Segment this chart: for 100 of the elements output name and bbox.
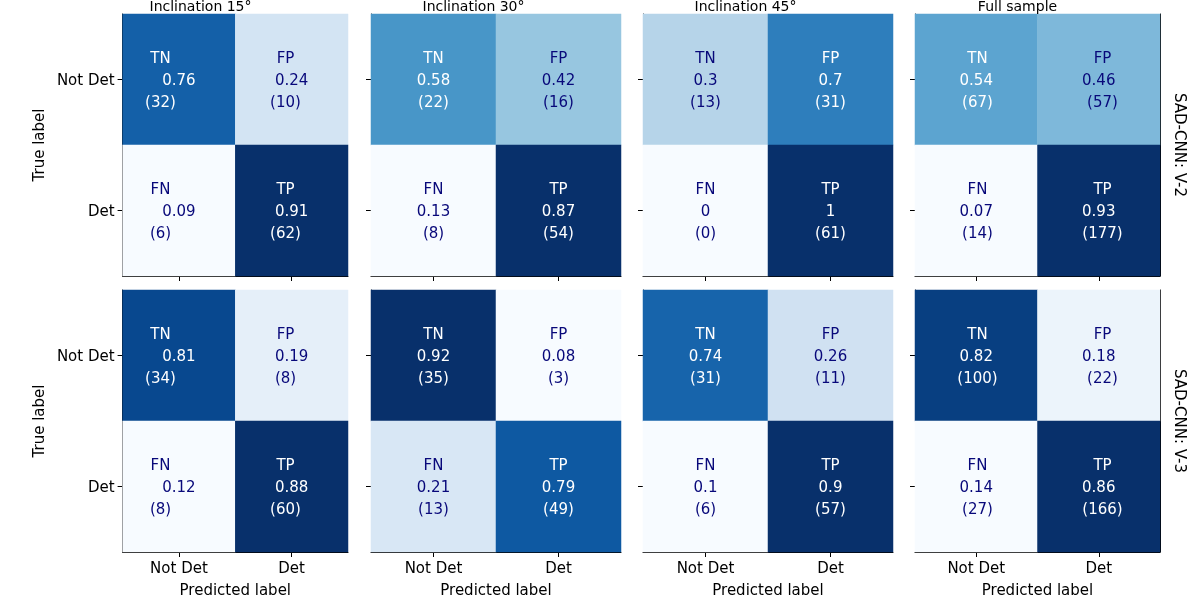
data-label: 0.3 (693, 70, 718, 89)
data-label: 0.14 (959, 477, 993, 496)
y-tick-label: Not Det (56, 70, 115, 89)
annotation: (60) (270, 499, 301, 518)
data-label: 0.81 (162, 346, 196, 365)
annotation: FN (695, 455, 716, 474)
data-label: 0.9 (818, 477, 843, 496)
annotation: (31) (690, 368, 721, 387)
annotation: TN (694, 48, 716, 67)
x-tick-label: Det (278, 558, 306, 577)
data-label: 0.21 (416, 477, 451, 496)
y2-axis-title: SAD-CNN: V-2 (1170, 92, 1189, 198)
annotation: (8) (149, 499, 172, 518)
data-label: 0.79 (541, 477, 576, 496)
data-label: 0.12 (162, 477, 196, 496)
data-label: 1 (825, 201, 836, 220)
data-label: 0.46 (1082, 70, 1116, 89)
annotation: (100) (957, 368, 998, 387)
annotation: TN (422, 324, 444, 343)
annotation: TN (149, 48, 171, 67)
data-label: 0.1 (693, 477, 718, 496)
annotation: FP (821, 324, 840, 343)
data-label: 0.07 (959, 201, 993, 220)
data-label: 0.13 (416, 201, 451, 220)
data-label: 0.26 (813, 346, 848, 365)
x-axis-title: Predicted label (712, 580, 824, 599)
x-tick-label: Not Det (676, 558, 735, 577)
data-label: 0.82 (959, 346, 993, 365)
y2-axis-title: SAD-CNN: V-3 (1170, 368, 1189, 474)
data-label: 0.92 (416, 346, 451, 365)
annotation: TN (966, 324, 988, 343)
annotation: TN (149, 324, 171, 343)
annotation: TP (820, 179, 840, 198)
annotation: FN (967, 179, 988, 198)
annotation: (8) (274, 368, 297, 387)
annotation: (10) (270, 92, 301, 111)
x-axis-title: Predicted label (440, 580, 552, 599)
y-tick-label: Not Det (56, 346, 115, 365)
data-label: 0.74 (688, 346, 723, 365)
data-label: 0.19 (274, 346, 309, 365)
annotation: TP (548, 455, 568, 474)
annotation: (177) (1082, 223, 1123, 242)
annotation: (57) (815, 499, 846, 518)
annotation: (57) (1087, 92, 1118, 111)
annotation: FP (1093, 48, 1112, 67)
annotation: (14) (962, 223, 993, 242)
annotation: (54) (543, 223, 574, 242)
annotation: (34) (145, 368, 176, 387)
annotation: FN (423, 455, 444, 474)
annotation: FP (821, 48, 840, 67)
annotation: TN (694, 324, 716, 343)
annotation: FN (695, 179, 716, 198)
annotation: (0) (694, 223, 717, 242)
data-label: 0.87 (541, 201, 576, 220)
annotation: FP (276, 324, 295, 343)
annotation: (22) (1087, 368, 1118, 387)
x-tick-label: Not Det (404, 558, 463, 577)
y-tick-label: Det (87, 201, 115, 220)
annotation: TP (1092, 179, 1112, 198)
y-axis-title: True label (29, 384, 48, 459)
annotation: TP (548, 179, 568, 198)
data-label: 0.88 (274, 477, 309, 496)
y-tick-label: Det (87, 477, 115, 496)
x-axis-title: Predicted label (179, 580, 292, 599)
annotation: TP (275, 455, 295, 474)
y-axis-title: True label (29, 108, 48, 183)
x-tick-label: Det (1085, 558, 1113, 577)
annotation: (166) (1082, 499, 1123, 518)
chart-title: Full sample (977, 0, 1058, 14)
annotation: (32) (145, 92, 176, 111)
data-label: 0.76 (162, 70, 196, 89)
chart-title: Inclination 45° (694, 0, 797, 14)
annotation: FP (549, 324, 568, 343)
annotation: FN (150, 455, 171, 474)
annotation: TP (820, 455, 840, 474)
x-tick-label: Not Det (150, 558, 208, 577)
annotation: (11) (815, 368, 846, 387)
annotation: FP (1093, 324, 1112, 343)
data-label: 0.18 (1082, 346, 1116, 365)
annotation: (61) (815, 223, 846, 242)
annotation: (6) (694, 499, 717, 518)
annotation: (16) (543, 92, 574, 111)
data-label: 0.08 (541, 346, 576, 365)
annotation: FP (276, 48, 295, 67)
annotation: (27) (962, 499, 993, 518)
data-label: 0.93 (1082, 201, 1116, 220)
data-label: 0.24 (274, 70, 309, 89)
annotation: TP (275, 179, 295, 198)
annotation: (3) (547, 368, 570, 387)
data-label: 0.91 (274, 201, 309, 220)
annotation: (22) (418, 92, 449, 111)
annotation: TN (422, 48, 444, 67)
data-label: 0.86 (1082, 477, 1116, 496)
data-label: 0 (700, 201, 711, 220)
annotation: (13) (690, 92, 721, 111)
x-axis-title: Predicted label (981, 580, 1094, 599)
annotation: FN (150, 179, 171, 198)
annotation: (62) (270, 223, 301, 242)
data-label: 0.42 (541, 70, 576, 89)
annotation: (31) (815, 92, 846, 111)
